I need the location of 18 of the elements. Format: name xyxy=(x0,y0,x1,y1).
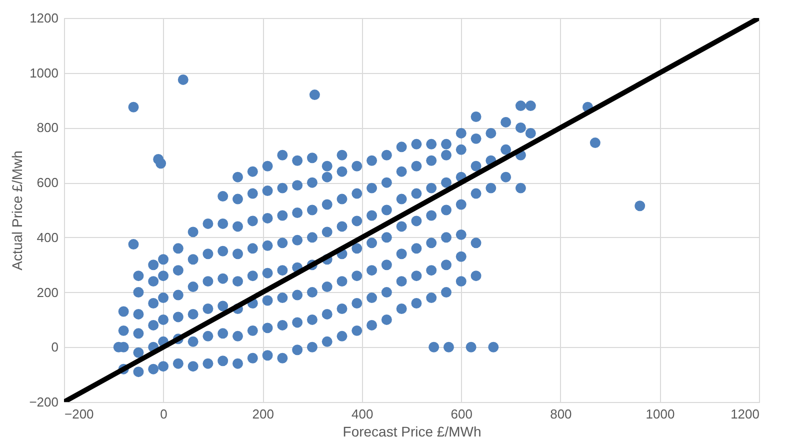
y-tick-label: −200 xyxy=(29,394,58,410)
y-axis-title: Actual Price £/Mwh xyxy=(9,150,26,270)
y-tick-label: 200 xyxy=(36,284,58,300)
x-tick-label: 200 xyxy=(252,406,274,422)
x-axis-title: Forecast Price £/MWh xyxy=(342,424,482,440)
y-tick-label: 600 xyxy=(36,175,58,190)
x-tick-label: −200 xyxy=(64,406,94,422)
x-tick-label: 1000 xyxy=(646,406,675,422)
x-tick-label: 800 xyxy=(550,406,572,422)
x-tick-label: 1200 xyxy=(730,406,760,422)
y-tick-label: 1000 xyxy=(30,65,58,80)
y-tick-label: 1200 xyxy=(30,10,58,26)
y-tick-label: 0 xyxy=(51,340,58,355)
y-tick-label: 800 xyxy=(36,120,58,136)
x-tick-label: 600 xyxy=(450,406,472,422)
x-tick-label: 0 xyxy=(160,406,168,422)
y-tick-label: 400 xyxy=(36,230,58,245)
x-tick-label: 400 xyxy=(352,406,374,422)
